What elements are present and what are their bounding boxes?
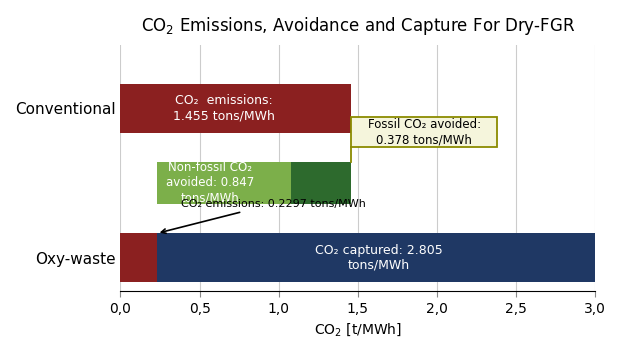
X-axis label: CO$_2$ [t/MWh]: CO$_2$ [t/MWh] bbox=[314, 321, 402, 338]
Title: CO$_2$ Emissions, Avoidance and Capture For Dry-FGR: CO$_2$ Emissions, Avoidance and Capture … bbox=[140, 15, 575, 37]
Text: Non-fossil CO₂
avoided: 0.847
tons/MWh: Non-fossil CO₂ avoided: 0.847 tons/MWh bbox=[166, 161, 255, 204]
Bar bbox=[120, 84, 351, 133]
Bar bbox=[157, 162, 291, 204]
Text: CO₂  emissions:
1.455 tons/MWh: CO₂ emissions: 1.455 tons/MWh bbox=[173, 94, 275, 122]
Text: CO₂ captured: 2.805
tons/MWh: CO₂ captured: 2.805 tons/MWh bbox=[315, 244, 443, 272]
Text: CO₂ emissions: 0.2297 tons/MWh: CO₂ emissions: 0.2297 tons/MWh bbox=[161, 199, 366, 233]
Bar bbox=[291, 162, 351, 204]
Bar bbox=[120, 233, 157, 282]
Text: Fossil CO₂ avoided:
0.378 tons/MWh: Fossil CO₂ avoided: 0.378 tons/MWh bbox=[368, 118, 481, 146]
FancyBboxPatch shape bbox=[351, 117, 497, 147]
Bar bbox=[157, 233, 601, 282]
